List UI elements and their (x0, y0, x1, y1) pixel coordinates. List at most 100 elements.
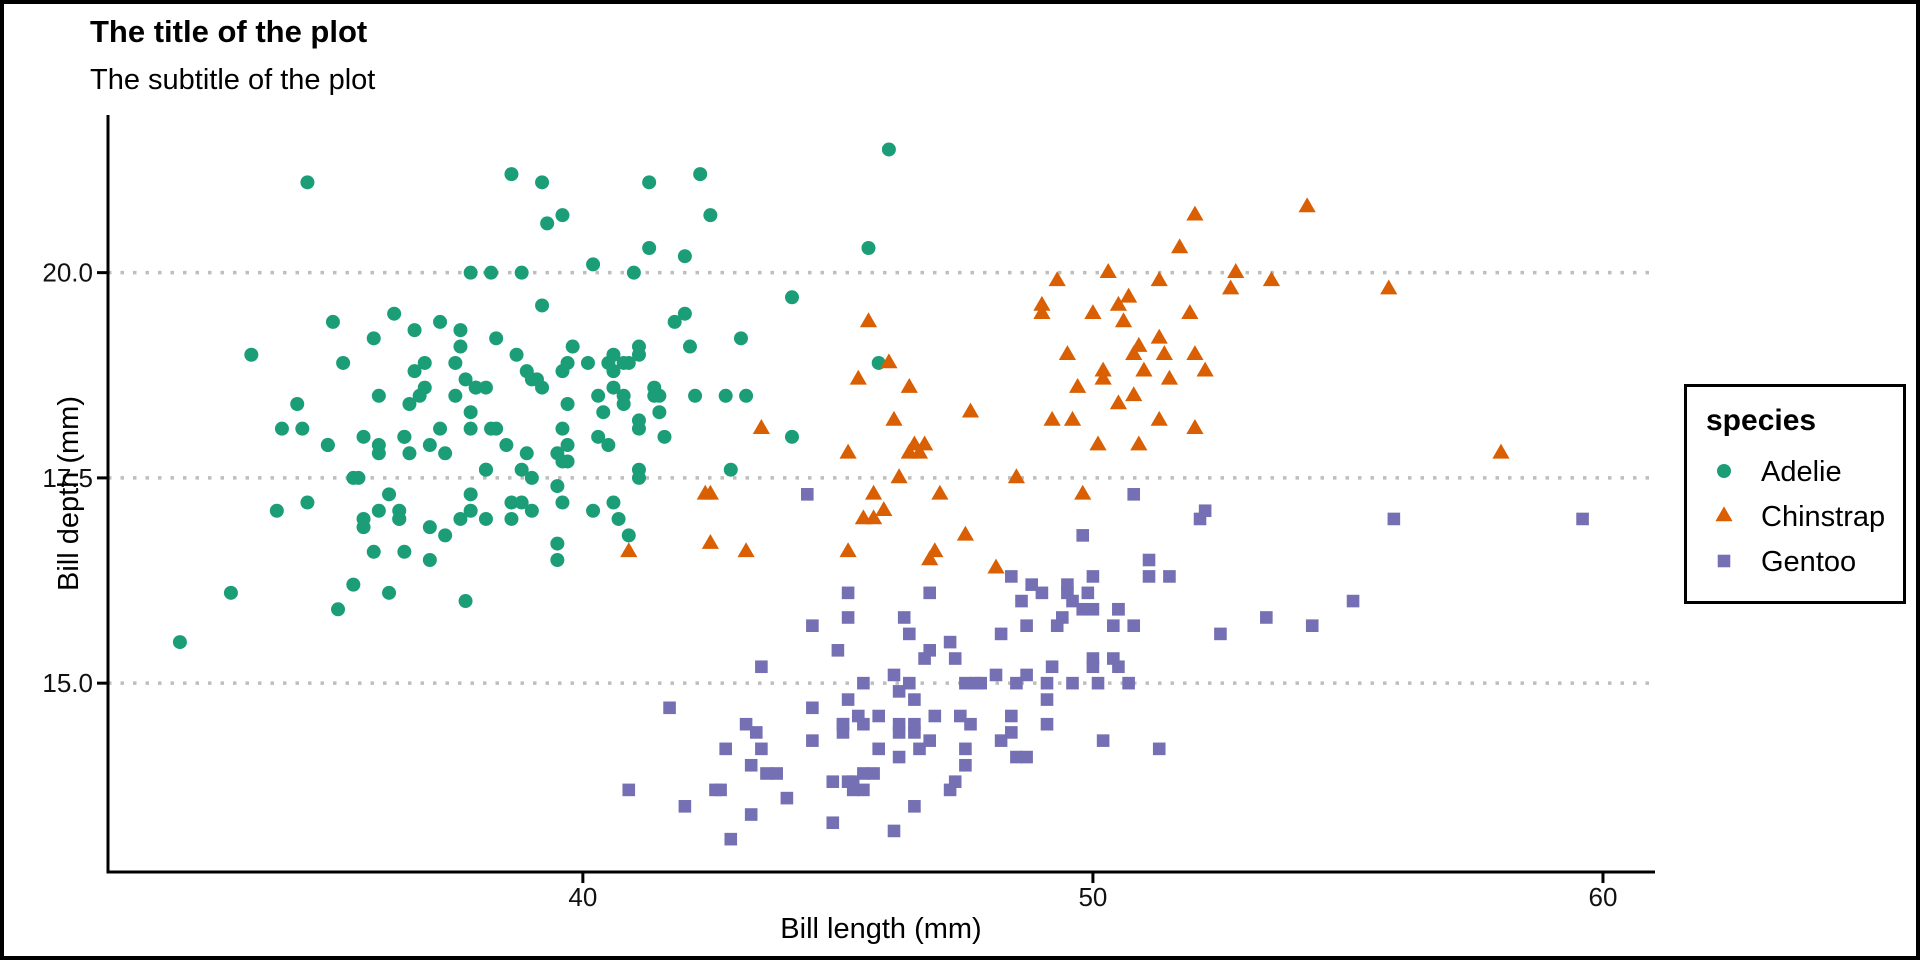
data-point-chinstrap (1069, 377, 1087, 393)
data-point-adelie (703, 208, 718, 223)
data-point-adelie (382, 487, 397, 502)
data-point-chinstrap (1058, 345, 1077, 361)
data-point-adelie (535, 175, 550, 190)
data-point-adelie (652, 405, 667, 420)
legend-label: Chinstrap (1761, 501, 1885, 533)
data-point-adelie (555, 495, 570, 510)
data-point-adelie (463, 405, 478, 420)
data-point-adelie (468, 380, 483, 395)
data-point-gentoo (943, 635, 957, 649)
data-point-adelie (591, 388, 606, 403)
data-point-gentoo (744, 758, 758, 772)
data-point-gentoo (994, 627, 1008, 641)
data-point-gentoo (902, 627, 916, 641)
data-point-gentoo (1305, 619, 1319, 632)
data-point-chinstrap (1109, 295, 1128, 311)
data-point-chinstrap (1114, 312, 1133, 328)
data-point-adelie (733, 331, 748, 346)
data-point-adelie (682, 339, 697, 354)
data-point-gentoo (622, 783, 636, 797)
data-point-adelie (626, 265, 641, 280)
data-point-chinstrap (956, 525, 975, 541)
data-point-gentoo (857, 767, 870, 780)
data-point-adelie (560, 438, 575, 453)
data-point-adelie (295, 421, 310, 436)
data-point-gentoo (1010, 750, 1023, 764)
data-point-chinstrap (1033, 295, 1051, 311)
data-point-gentoo (857, 717, 870, 731)
data-point-chinstrap (1222, 279, 1240, 295)
data-point-gentoo (1091, 676, 1105, 690)
data-point-gentoo (1107, 619, 1120, 632)
series-gentoo (622, 488, 1589, 846)
data-point-chinstrap (1089, 435, 1107, 451)
data-point-chinstrap (1160, 369, 1179, 385)
data-point-adelie (560, 454, 575, 469)
data-point-adelie (606, 495, 621, 510)
data-point-chinstrap (1196, 361, 1214, 377)
data-point-adelie (433, 421, 448, 436)
data-point-gentoo (923, 734, 937, 747)
data-point-gentoo (1081, 586, 1095, 600)
data-point-gentoo (841, 693, 855, 706)
data-point-adelie (300, 495, 315, 510)
data-point-adelie (448, 355, 463, 370)
data-point-chinstrap (1063, 410, 1082, 426)
data-point-adelie (478, 511, 493, 526)
data-point-adelie (422, 438, 437, 453)
data-point-gentoo (1198, 504, 1212, 518)
data-point-chinstrap (900, 377, 918, 393)
data-point-adelie (514, 265, 529, 280)
data-point-gentoo (1025, 578, 1039, 591)
data-point-gentoo (1005, 726, 1018, 739)
data-point-chinstrap (1150, 328, 1168, 344)
data-point-gentoo (872, 742, 885, 756)
data-point-chinstrap (1135, 361, 1153, 377)
data-point-gentoo (1576, 512, 1589, 526)
data-point-chinstrap (1380, 279, 1398, 295)
data-point-adelie (407, 364, 422, 379)
legend-label: Adelie (1761, 456, 1842, 488)
data-point-adelie (499, 438, 514, 453)
data-point-adelie (535, 298, 550, 313)
data-point-adelie (453, 323, 468, 338)
data-point-chinstrap (1033, 304, 1051, 319)
data-point-adelie (422, 553, 437, 568)
data-point-chinstrap (880, 353, 898, 369)
data-point-adelie (346, 577, 361, 592)
data-point-gentoo (744, 808, 758, 821)
data-point-adelie (631, 339, 646, 354)
data-point-gentoo (892, 750, 906, 764)
data-point-adelie (392, 511, 407, 526)
data-point-adelie (417, 355, 432, 370)
data-point-chinstrap (1094, 369, 1112, 385)
series-chinstrap (620, 197, 1510, 574)
data-point-gentoo (826, 816, 840, 830)
legend-title: species (1706, 404, 1816, 437)
data-point-chinstrap (839, 443, 857, 459)
data-point-gentoo (943, 783, 957, 797)
data-point-gentoo (1076, 529, 1090, 542)
data-point-gentoo (1112, 602, 1125, 616)
data-point-gentoo (989, 668, 1003, 682)
data-point-adelie (550, 479, 565, 494)
data-point-gentoo (1056, 611, 1069, 624)
data-point-gentoo (959, 742, 972, 756)
data-point-gentoo (1045, 660, 1059, 674)
data-point-gentoo (1387, 512, 1401, 526)
data-point-chinstrap (890, 468, 908, 484)
data-point-adelie (580, 355, 595, 370)
data-point-adelie (438, 528, 453, 543)
data-point-adelie (688, 388, 703, 403)
data-point-adelie (514, 462, 529, 477)
data-point-chinstrap (1084, 304, 1102, 319)
data-point-chinstrap (915, 435, 934, 451)
data-point-adelie (320, 438, 335, 453)
data-point-adelie (371, 503, 386, 518)
data-point-gentoo (1142, 553, 1156, 567)
data-point-gentoo (1260, 611, 1273, 624)
data-point-chinstrap (1186, 419, 1204, 434)
data-point-adelie (300, 175, 315, 190)
data-point-chinstrap (1171, 238, 1189, 254)
data-point-chinstrap (1120, 287, 1138, 303)
